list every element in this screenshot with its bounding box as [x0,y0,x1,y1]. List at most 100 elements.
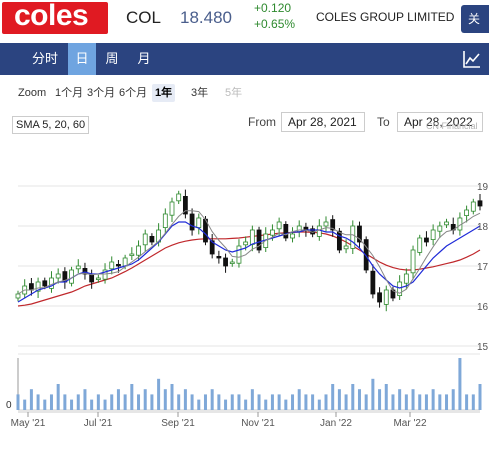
candle-body [350,225,356,249]
candle-body [323,221,329,227]
volume-bar [224,399,228,410]
volume-bar [357,389,361,410]
change-absolute: +0.120 [254,1,292,15]
zoom-label: Zoom [18,87,47,99]
volume-bar [250,389,254,410]
volume-bar [411,389,415,410]
zoom-3m-button[interactable]: 3个月 [87,87,116,99]
volume-bar [237,394,241,410]
candle-body [243,241,249,246]
volume-bar [244,399,248,410]
volume-bar [197,399,201,410]
volume-bar [123,394,127,410]
volume-bar [284,399,288,410]
ticker-symbol: COL [126,8,161,27]
candle-body [470,201,476,212]
volume-bar [378,389,382,410]
candle-body [142,233,148,246]
line-chart-icon[interactable] [462,49,482,69]
volume-bar [445,394,449,410]
candle-body [383,289,389,305]
volume-bar [257,394,261,410]
volume-bar [96,394,100,410]
tab-monthly[interactable]: 月 [137,51,151,66]
from-date-input[interactable]: Apr 28, 2021 [281,112,365,132]
sma5-line [17,210,481,295]
candle-body [169,201,175,216]
volume-bar [36,394,40,410]
price-chart[interactable]: 15 16 17 18 19 0 May '21 Jul '21 Sep '21 Nov '21… [0,136,489,449]
tab-weekly[interactable]: 周 [105,51,119,66]
candle-body [176,193,182,202]
close-button[interactable]: 关 [461,5,489,33]
tab-intraday[interactable]: 分时 [31,51,58,66]
chart-grid [17,185,480,411]
candle-body [377,292,382,303]
candle-body [403,273,409,284]
candle-body [82,267,88,275]
volume-bar [324,394,328,410]
volume-bar [49,394,53,410]
candle-body [189,213,195,231]
volume-bar [103,399,107,410]
zoom-1m-button[interactable]: 1个月 [55,87,84,99]
candle-body [15,293,21,299]
candle-body [430,229,436,240]
candle-body [122,257,128,267]
logo-text: coles [14,0,89,32]
volume-bar [70,399,74,410]
volume-bar [43,399,47,410]
x-tick-label: Jul '21 [84,418,113,429]
candle-body [343,245,349,250]
candle-body [109,261,115,270]
y-tick-label: 17 [477,262,489,273]
volume-zero-label: 0 [6,400,12,411]
zoom-6m-button[interactable]: 6个月 [119,87,148,99]
candle-body [256,229,262,251]
volume-bar [23,399,27,410]
candle-body [410,249,416,274]
candle-body [35,281,41,292]
volume-bar [90,399,94,410]
candle-body [290,233,295,239]
candle-body [196,217,202,229]
volume-bar [190,394,194,410]
volume-bar [297,389,301,410]
candle-body [75,265,81,270]
volume-bar [203,394,207,410]
candle-body [149,236,155,243]
volume-bar [157,378,161,410]
from-label: From [248,115,276,129]
volume-bar [170,384,174,410]
candle-body [55,273,61,279]
volume-bar [270,394,274,410]
sma-selector[interactable]: SMA 5, 20, 60 [12,116,90,134]
candle-body [209,240,215,255]
x-tick-label: May '21 [11,418,46,429]
volume-bar [317,399,321,410]
volume-bar [137,394,141,410]
volume-bar [230,394,234,410]
volume-bar [16,394,20,410]
volume-bar [291,394,295,410]
volume-bar [351,384,355,410]
volume-bar [83,389,87,410]
candle-body [249,229,255,245]
x-tick-label: Nov '21 [241,418,275,429]
sma60-layer [17,231,481,307]
coles-logo: coles [2,0,108,34]
volume-bar [63,394,67,410]
candle-body [270,229,275,236]
to-date-input[interactable]: Apr 28, 2022 [397,112,483,132]
zoom-row: Zoom 1个月 3个月 6个月 1年 3年 5年 [0,82,489,104]
candle-body [417,237,423,253]
zoom-1y-button[interactable]: 1年 [152,84,176,102]
candle-body [444,221,449,226]
volume-bar [391,394,395,410]
volume-bar [424,394,428,410]
company-name: COLES GROUP LIMITED [316,10,455,24]
tab-daily[interactable]: 日 [68,43,96,75]
to-label: To [377,115,390,129]
zoom-3y-button[interactable]: 3年 [191,87,209,99]
candle-body [182,196,188,215]
